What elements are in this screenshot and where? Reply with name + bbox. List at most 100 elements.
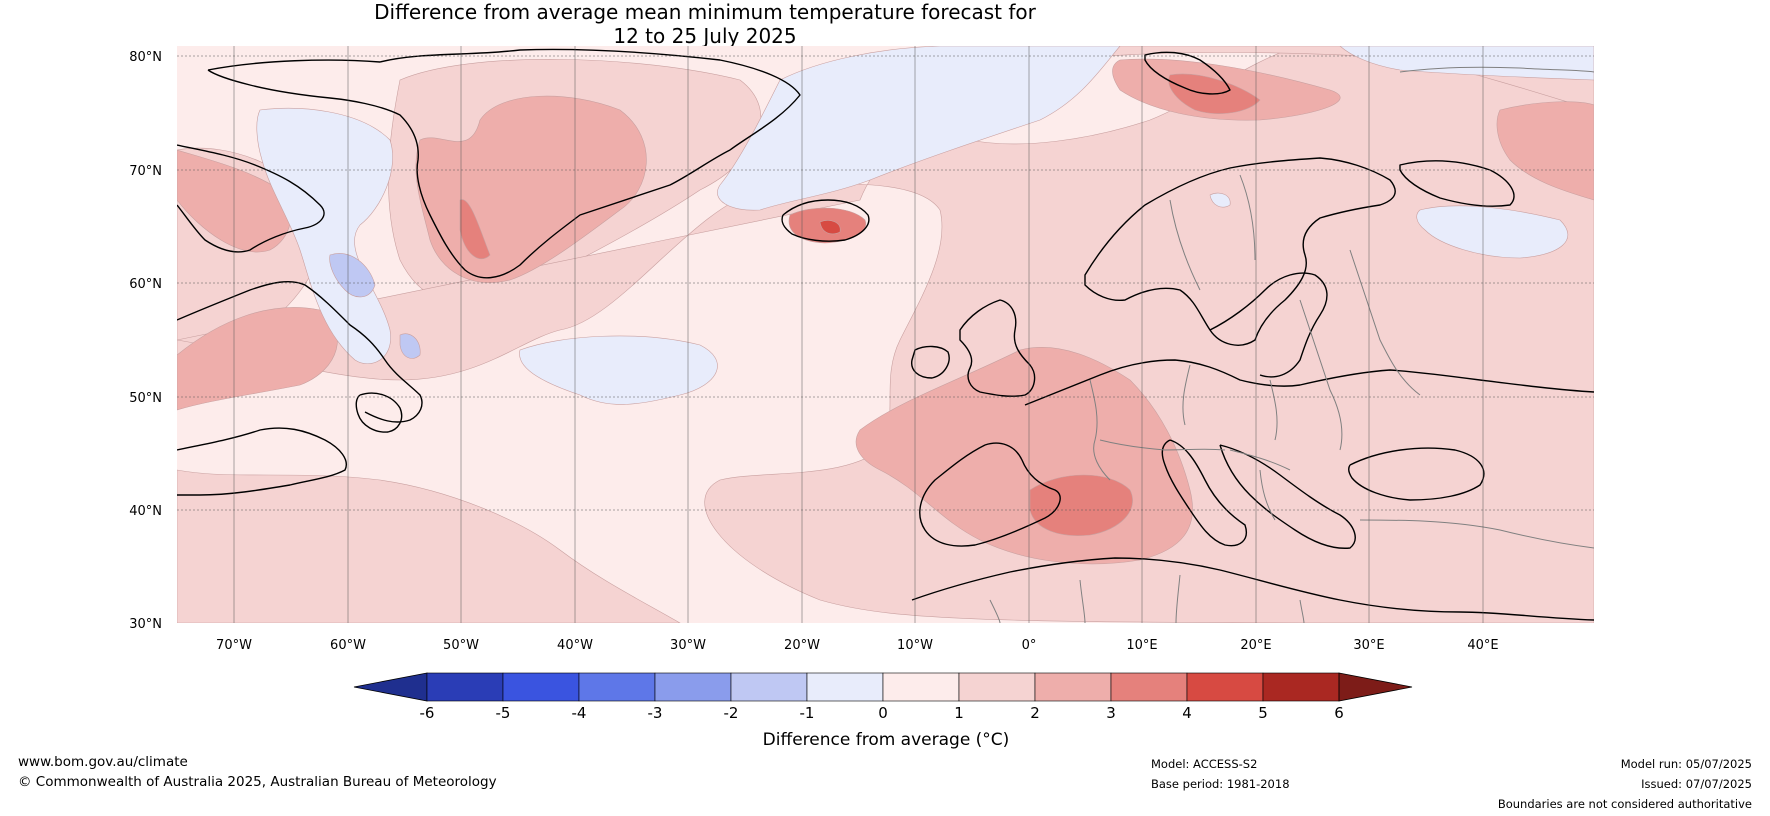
lon-label-60w: 60°W — [330, 638, 366, 653]
anomaly-region-hudson — [177, 307, 338, 411]
british-isles-coast — [911, 299, 1036, 397]
anomaly-region-east-greenland — [459, 199, 491, 260]
lat-label-30n: 30°N — [129, 617, 162, 632]
border-turkey — [1359, 519, 1594, 549]
iberia-coast — [919, 442, 1061, 547]
longitude-labels: 70°W 60°W 50°W 40°W 30°W 20°W 10°W 0° 10… — [216, 638, 1499, 653]
lon-label-50w: 50°W — [443, 638, 479, 653]
anomaly-region-south-atlantic — [177, 469, 681, 623]
labrador-coast — [177, 280, 423, 423]
anomaly-region-labrador-cold-core-2 — [399, 333, 421, 359]
colorbar-tick-label: -1 — [800, 704, 815, 722]
border-canada-greenland-islands — [1399, 66, 1594, 73]
anomaly-contours — [177, 46, 1594, 623]
border-germany-poland — [1182, 364, 1191, 426]
graticule — [177, 55, 1594, 511]
baffin-island-coast — [177, 144, 325, 253]
border-balkans — [1229, 449, 1291, 521]
anomaly-region-ural — [1496, 101, 1594, 201]
anomaly-region-mid-atlantic — [519, 335, 718, 405]
meridians — [233, 46, 1484, 623]
lat-label-60n: 60°N — [129, 277, 162, 292]
greenland-coast — [207, 48, 801, 279]
lon-label-40e: 40°E — [1467, 638, 1498, 653]
disclaimer-text: Boundaries are not considered authoritat… — [1497, 797, 1752, 811]
balkans-coast — [1219, 444, 1356, 549]
border-russia-west — [1349, 249, 1421, 396]
colorbar-tick-label: -6 — [420, 704, 435, 722]
colorbar-tick-label: 0 — [878, 704, 888, 722]
colorbar-tick-label: 2 — [1030, 704, 1040, 722]
novaya-zemlya-coast — [1399, 160, 1515, 207]
north-africa-coast — [911, 557, 1594, 621]
anomaly-region-barents — [1339, 46, 1594, 81]
anomaly-region-scandinavia-pocket — [1209, 192, 1231, 208]
lon-label-70w: 70°W — [216, 638, 252, 653]
border-alps — [1099, 439, 1226, 451]
lat-label-80n: 80°N — [129, 50, 162, 65]
map-title: Difference from average mean minimum tem… — [0, 0, 1410, 48]
colorbar-extend-high — [1338, 672, 1413, 702]
scandinavia-coast — [1084, 157, 1396, 346]
lat-label-50n: 50°N — [129, 391, 162, 406]
model-run-text: Model run: 05/07/2025 — [1620, 757, 1752, 771]
colorbar: -6 -5 -4 -3 -2 -1 0 1 2 3 4 5 6 — [353, 672, 1413, 722]
website-text: www.bom.gov.au/climate — [18, 754, 188, 770]
colorbar-segment — [1034, 672, 1112, 702]
colorbar-segment — [426, 672, 504, 702]
lon-label-40w: 40°W — [557, 638, 593, 653]
lon-label-30e: 30°E — [1353, 638, 1384, 653]
colorbar-tick-label: 1 — [954, 704, 964, 722]
newfoundland-coast — [355, 392, 403, 433]
lon-label-20e: 20°E — [1240, 638, 1271, 653]
base-period-text: Base period: 1981-2018 — [1151, 777, 1290, 791]
colorbar-segment — [958, 672, 1036, 702]
colorbar-segment — [1110, 672, 1188, 702]
colorbar-tick-label: 3 — [1106, 704, 1116, 722]
border-scandinavia — [1169, 174, 1256, 291]
anomaly-region-norwegian-sea — [717, 46, 1121, 211]
border-eastern-europe — [1299, 299, 1343, 451]
colorbar-segment — [1186, 672, 1264, 702]
colorbar-tick-label: -5 — [496, 704, 511, 722]
lon-label-20w: 20°W — [784, 638, 820, 653]
colorbar-tick-label: -2 — [724, 704, 739, 722]
black-sea-coast — [1347, 447, 1485, 501]
colorbar-segment — [654, 672, 732, 702]
anomaly-region-davis-strait — [256, 108, 393, 365]
colorbar-segment — [806, 672, 884, 702]
border-north-africa — [989, 574, 1305, 623]
lat-label-70n: 70°N — [129, 164, 162, 179]
lat-label-40n: 40°N — [129, 504, 162, 519]
lon-label-0: 0° — [1022, 638, 1037, 653]
border-france-germany — [1089, 379, 1111, 481]
nova-scotia-coast — [177, 427, 347, 496]
latitude-labels: 80°N 70°N 60°N 50°N 40°N 30°N — [129, 50, 162, 632]
colorbar-segment — [882, 672, 960, 702]
copyright-text: © Commonwealth of Australia 2025, Austra… — [18, 774, 497, 790]
lon-label-10w: 10°W — [897, 638, 933, 653]
colorbar-tick-label: 4 — [1182, 704, 1192, 722]
model-text: Model: ACCESS-S2 — [1151, 757, 1258, 771]
colorbar-segment — [730, 672, 808, 702]
coastlines — [177, 48, 1594, 621]
colorbar-tick-label: 5 — [1258, 704, 1268, 722]
colorbar-segment — [578, 672, 656, 702]
issued-text: Issued: 07/07/2025 — [1641, 777, 1752, 791]
border-poland-ukraine — [1269, 379, 1278, 441]
national-borders — [989, 66, 1594, 623]
map-area — [177, 46, 1594, 623]
colorbar-label: Difference from average (°C) — [762, 730, 1010, 750]
svalbard-coast — [1144, 51, 1231, 95]
title-line-2: 12 to 25 July 2025 — [613, 24, 797, 48]
colorbar-segment — [502, 672, 580, 702]
colorbar-tick-label: 6 — [1334, 704, 1344, 722]
colorbar-tick-label: -4 — [572, 704, 587, 722]
anomaly-region-russia — [1416, 205, 1569, 259]
baltic-coast — [1209, 272, 1328, 378]
colorbar-extend-low — [353, 672, 428, 702]
italy-coast — [1161, 439, 1247, 547]
colorbar-tick-label: -3 — [648, 704, 663, 722]
iceland-coast — [781, 199, 870, 242]
